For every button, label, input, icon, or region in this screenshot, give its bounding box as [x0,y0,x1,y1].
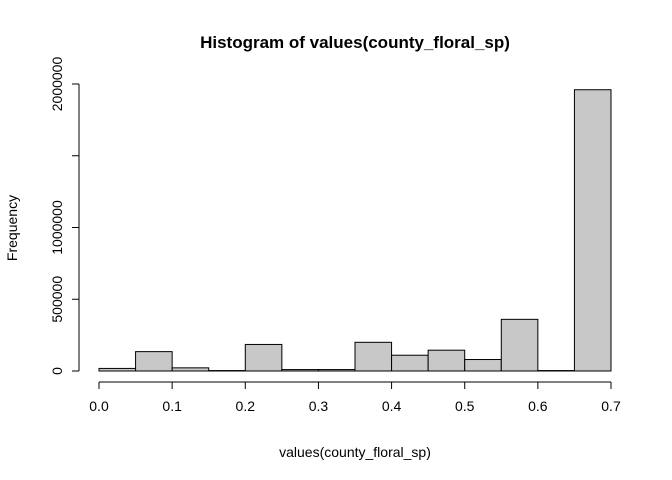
histogram-bar [464,359,502,372]
y-tick-label: 0 [49,367,65,375]
histogram-bar [98,367,137,372]
x-tick-label: 0.7 [601,398,621,414]
x-tick-label: 0.4 [382,398,402,414]
x-axis: 0.0 0.1 0.2 0.3 0.4 0.5 0.6 0.7 [89,381,621,414]
histogram-bar [354,341,393,372]
y-tick-label: 1000000 [49,200,65,255]
histogram-bar [244,343,283,372]
histogram-bar [281,369,319,372]
histogram-bar [135,351,173,372]
x-tick-label: 0.6 [528,398,548,414]
x-tick-label: 0.0 [89,398,109,414]
y-tick-label: 500000 [49,276,65,323]
x-tick-label: 0.3 [309,398,329,414]
histogram-bars [98,89,612,372]
y-tick-label: 2000000 [49,57,65,112]
x-tick-label: 0.2 [236,398,256,414]
histogram-bar [317,369,356,372]
histogram-bar [500,318,539,372]
chart-title: Histogram of values(county_floral_sp) [200,33,510,52]
x-axis-label: values(county_floral_sp) [279,444,431,460]
histogram-bar [171,367,210,372]
histogram-bar [427,349,466,372]
histogram-bar [391,354,429,372]
histogram-bar [573,89,612,372]
x-tick-label: 0.5 [455,398,475,414]
y-axis-label: Frequency [4,195,20,261]
y-axis: 0 500000 1000000 2000000 [49,57,80,375]
x-tick-label: 0.1 [162,398,182,414]
